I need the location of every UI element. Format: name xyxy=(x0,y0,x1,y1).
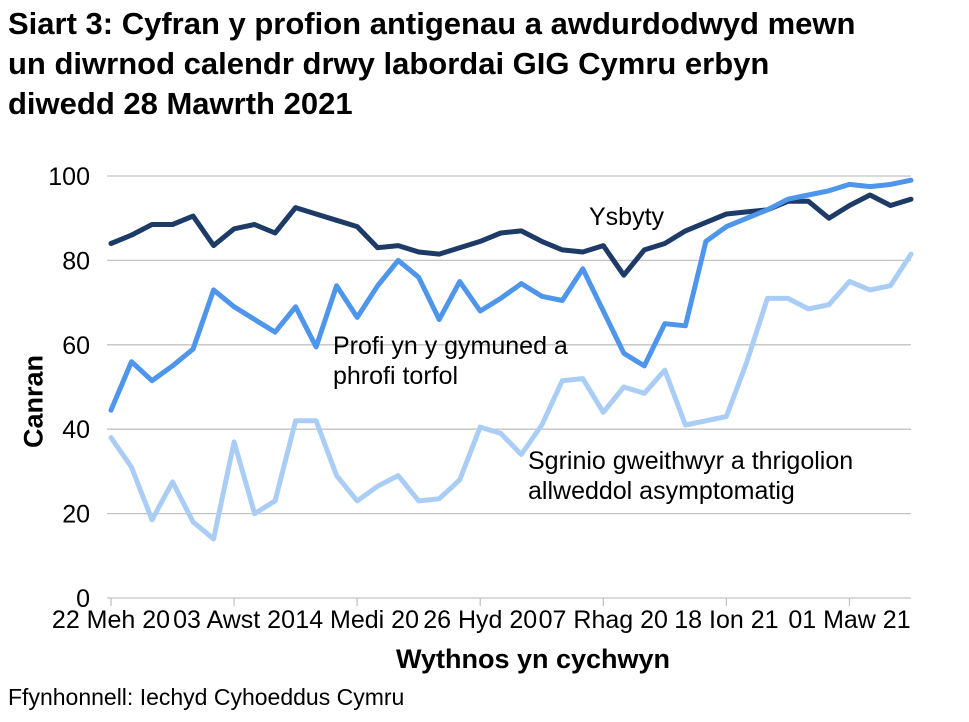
series-line-1 xyxy=(108,177,914,413)
y-tick-label-0: 0 xyxy=(76,585,90,613)
x-tick-label-1: 03 Awst 20 xyxy=(173,606,295,634)
source-note: Ffynhonnell: Iechyd Cyhoeddus Cymru xyxy=(8,684,405,710)
y-tick-label-80: 80 xyxy=(62,247,90,275)
x-tick-label-3: 26 Hyd 20 xyxy=(423,606,537,634)
x-tick-label-2: 14 Medi 20 xyxy=(295,606,419,634)
y-axis-title: Canran xyxy=(18,354,49,449)
series-label-sgrinio-line-2: allweddol asymptomatig xyxy=(528,477,795,505)
x-tick-label-4: 07 Rhag 20 xyxy=(539,606,668,634)
x-tick-label-5: 18 Ion 21 xyxy=(674,606,778,634)
x-tick-label-0: 22 Meh 20 xyxy=(52,606,170,634)
series-label-profi-line-1: Profi yn y gymuned a xyxy=(333,332,568,360)
series-label-profi-line-2: phrofi torfol xyxy=(333,362,459,390)
chart-title-line-2: un diwrnod calendr drwy labordai GIG Cym… xyxy=(8,46,770,81)
series-label-profi: Profi yn y gymuned a phrofi torfol xyxy=(333,331,568,391)
x-axis-title: Wythnos yn cychwyn xyxy=(395,644,671,674)
y-tick-label-20: 20 xyxy=(62,501,90,529)
series-label-sgrinio: Sgrinio gweithwyr a thrigolion allweddol… xyxy=(528,446,853,506)
chart-title-line-3: diwedd 28 Mawrth 2021 xyxy=(8,86,353,121)
chart-title: Siart 3: Cyfran y profion antigenau a aw… xyxy=(8,4,966,124)
x-tick-label-6: 01 Maw 21 xyxy=(788,606,910,634)
y-tick-label-100: 100 xyxy=(48,163,90,191)
series-label-ysbyty: Ysbyty xyxy=(589,202,664,232)
series-line-0 xyxy=(108,192,914,278)
y-tick-label-60: 60 xyxy=(62,332,90,360)
chart-title-line-1: Siart 3: Cyfran y profion antigenau a aw… xyxy=(8,6,856,41)
series-label-sgrinio-line-1: Sgrinio gweithwyr a thrigolion xyxy=(528,447,854,475)
y-tick-label-40: 40 xyxy=(62,416,90,444)
series-line-2 xyxy=(108,251,914,542)
series-label-ysbyty-text: Ysbyty xyxy=(589,203,665,231)
